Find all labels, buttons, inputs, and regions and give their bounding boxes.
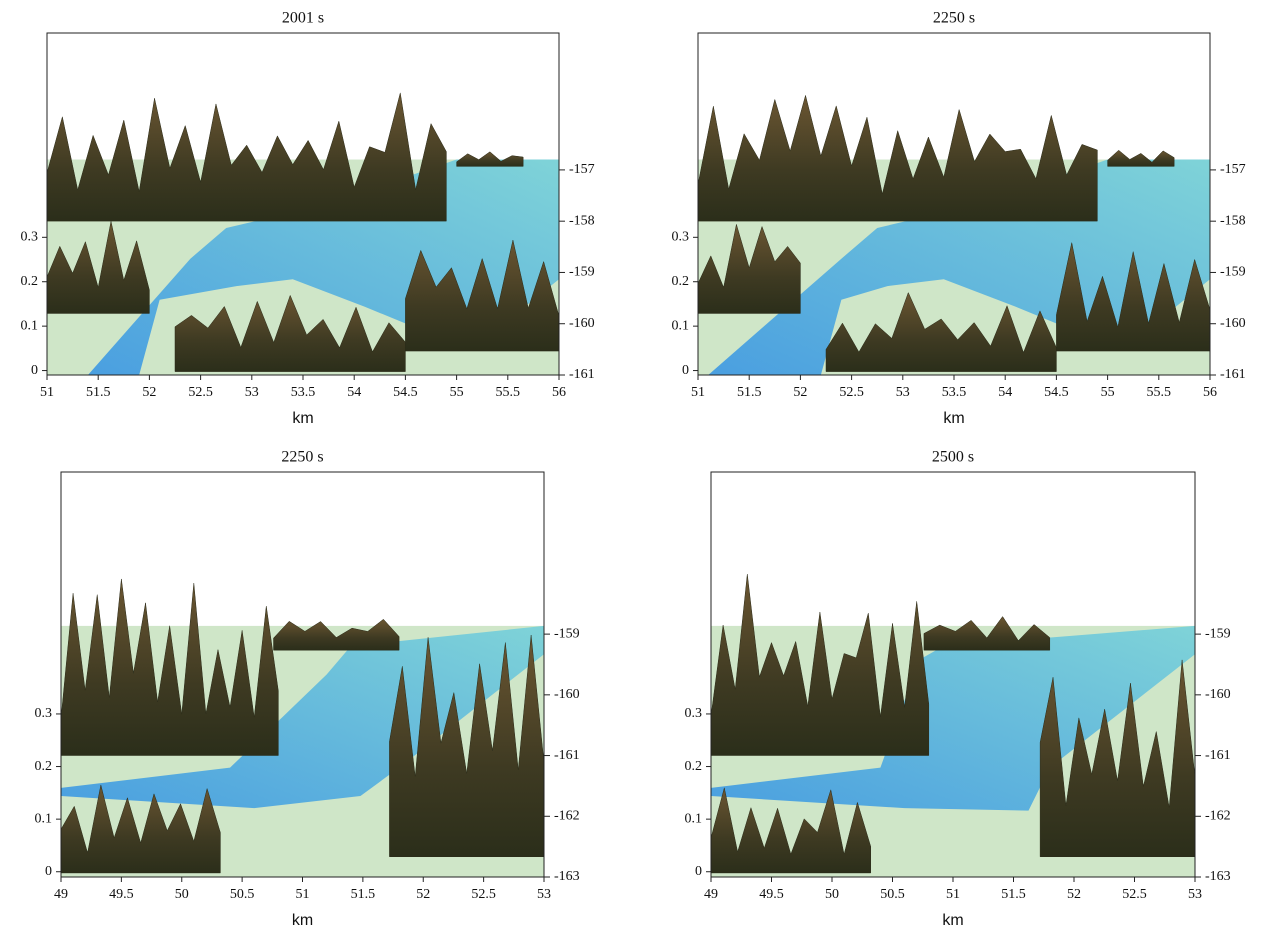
x-axis-label: km <box>292 912 313 929</box>
terrain-render <box>61 472 544 877</box>
y2-tick-label: -163 <box>1205 869 1231 884</box>
y-tick-label: 0.1 <box>35 811 53 826</box>
x-tick-label: 51 <box>946 887 960 902</box>
y2-tick-label: -161 <box>1205 748 1231 763</box>
y-tick-label: 0 <box>682 363 689 378</box>
x-tick-label: 54 <box>347 385 361 400</box>
x-tick-label: 50 <box>175 887 189 902</box>
y-tick-label: 0.1 <box>672 318 690 333</box>
terrain-ridge <box>457 152 524 167</box>
x-tick-label: 49.5 <box>759 887 784 902</box>
x-tick-label: 53 <box>245 385 259 400</box>
y2-tick-label: -159 <box>554 626 580 641</box>
y2-tick-label: -158 <box>1220 213 1246 228</box>
x-tick-label: 49 <box>704 887 718 902</box>
sky-mask <box>47 33 559 74</box>
panel-title: 2001 s <box>282 10 324 27</box>
y2-tick-label: -157 <box>1220 162 1246 177</box>
y-tick-label: 0.3 <box>685 706 703 721</box>
x-tick-label: 50.5 <box>230 887 255 902</box>
panel-title: 2250 s <box>933 10 975 27</box>
y2-tick-label: -160 <box>1205 687 1231 702</box>
x-tick-label: 56 <box>552 385 566 400</box>
y2-tick-label: -163 <box>554 869 580 884</box>
x-tick-label: 50 <box>825 887 839 902</box>
x-axis-label: km <box>942 912 963 929</box>
y-tick-label: 0.1 <box>21 318 39 333</box>
x-tick-label: 52 <box>142 385 156 400</box>
y2-tick-label: -158 <box>569 213 595 228</box>
x-tick-label: 51.5 <box>86 385 111 400</box>
sky-mask <box>698 33 1210 74</box>
x-tick-label: 52.5 <box>1122 887 1147 902</box>
x-tick-label: 52.5 <box>839 385 864 400</box>
x-tick-label: 49 <box>54 887 68 902</box>
sky-mask <box>61 472 544 521</box>
y2-tick-label: -161 <box>569 367 595 382</box>
x-tick-label: 53 <box>1188 887 1202 902</box>
panel-title: 2250 s <box>281 449 323 466</box>
x-tick-label: 51 <box>40 385 54 400</box>
y-tick-label: 0 <box>695 864 702 879</box>
y2-tick-label: -160 <box>569 316 595 331</box>
y-tick-label: 0.2 <box>35 759 53 774</box>
x-tick-label: 49.5 <box>109 887 134 902</box>
y2-tick-label: -160 <box>1220 316 1246 331</box>
terrain-ridge <box>1108 150 1175 166</box>
y-tick-label: 0.2 <box>672 274 690 289</box>
x-tick-label: 54.5 <box>1044 385 1069 400</box>
x-tick-label: 52.5 <box>471 887 496 902</box>
y2-tick-label: -160 <box>554 687 580 702</box>
x-tick-label: 51.5 <box>351 887 376 902</box>
terrain-ridge <box>711 574 929 755</box>
x-tick-label: 50.5 <box>880 887 905 902</box>
panel-title: 2500 s <box>932 449 974 466</box>
terrain-ridge <box>47 93 446 221</box>
y-tick-label: 0 <box>31 363 38 378</box>
terrain-render <box>47 33 559 375</box>
y2-tick-label: -159 <box>569 265 595 280</box>
x-tick-label: 51.5 <box>1001 887 1026 902</box>
y-tick-label: 0.2 <box>685 759 703 774</box>
figure: 2001 s 51 51.5 52 52.5 53 53.5 54 54.5 55 55.5 56 km… <box>0 0 1269 943</box>
y-tick-label: 0.3 <box>21 230 39 245</box>
y-tick-label: 0.3 <box>672 230 690 245</box>
y-tick-label: 0 <box>45 864 52 879</box>
x-tick-label: 52 <box>793 385 807 400</box>
terrain-ridge <box>698 95 1097 221</box>
y2-tick-label: -161 <box>1220 367 1246 382</box>
x-tick-label: 52.5 <box>188 385 213 400</box>
y2-tick-label: -159 <box>1220 265 1246 280</box>
terrain-render <box>698 33 1210 375</box>
x-tick-label: 51 <box>296 887 310 902</box>
x-tick-label: 55 <box>1101 385 1115 400</box>
terrain-render <box>711 472 1195 877</box>
sky-mask <box>711 472 1195 521</box>
x-axis-label: km <box>943 410 964 427</box>
x-tick-label: 51.5 <box>737 385 762 400</box>
x-tick-label: 56 <box>1203 385 1217 400</box>
y-tick-label: 0.1 <box>685 811 703 826</box>
x-tick-label: 55.5 <box>1147 385 1172 400</box>
x-tick-label: 51 <box>691 385 705 400</box>
x-tick-label: 52 <box>1067 887 1081 902</box>
y2-tick-label: -162 <box>1205 808 1231 823</box>
x-tick-label: 53 <box>537 887 551 902</box>
terrain-ridge <box>61 579 278 756</box>
y-tick-label: 0.3 <box>35 706 53 721</box>
x-tick-label: 53.5 <box>291 385 316 400</box>
y2-tick-label: -162 <box>554 808 580 823</box>
y-tick-label: 0.2 <box>21 274 39 289</box>
x-tick-label: 53 <box>896 385 910 400</box>
x-tick-label: 53.5 <box>942 385 967 400</box>
x-tick-label: 55.5 <box>496 385 521 400</box>
y2-tick-label: -159 <box>1205 626 1231 641</box>
y2-tick-label: -157 <box>569 162 595 177</box>
x-tick-label: 55 <box>450 385 464 400</box>
x-tick-label: 54.5 <box>393 385 418 400</box>
y2-tick-label: -161 <box>554 748 580 763</box>
x-tick-label: 52 <box>416 887 430 902</box>
x-tick-label: 54 <box>998 385 1012 400</box>
x-axis-label: km <box>292 410 313 427</box>
